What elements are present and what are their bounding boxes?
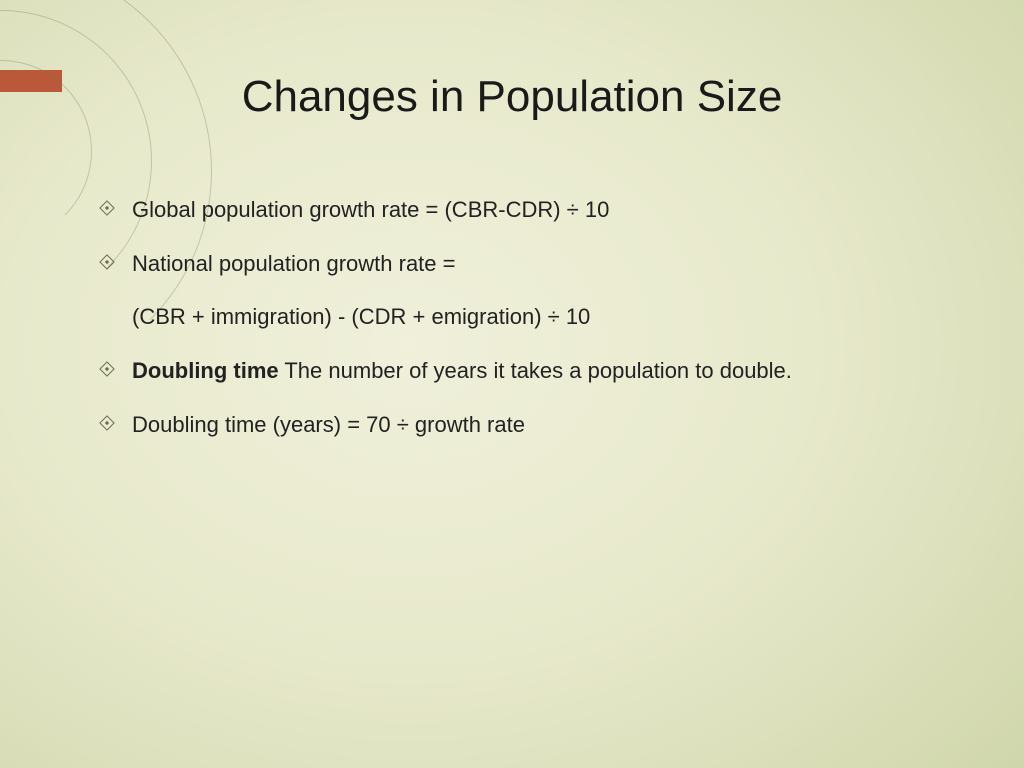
bullet-continuation: (CBR + immigration) - (CDR + emigration)… bbox=[132, 302, 964, 332]
bullet-item: Doubling time (years) = 70 ÷ growth rate bbox=[100, 410, 964, 440]
diamond-bullet-icon bbox=[100, 255, 114, 269]
bullet-item: National population growth rate = bbox=[100, 249, 964, 279]
bullet-item: Doubling time The number of years it tak… bbox=[100, 356, 964, 386]
bullet-text: Global population growth rate = (CBR-CDR… bbox=[132, 195, 964, 225]
bullet-text: National population growth rate = bbox=[132, 249, 964, 279]
bullet-rest: The number of years it takes a populatio… bbox=[279, 358, 792, 383]
bullet-item: Global population growth rate = (CBR-CDR… bbox=[100, 195, 964, 225]
bold-term: Doubling time bbox=[132, 358, 279, 383]
diamond-bullet-icon bbox=[100, 416, 114, 430]
diamond-bullet-icon bbox=[100, 362, 114, 376]
diamond-bullet-icon bbox=[100, 201, 114, 215]
slide-title: Changes in Population Size bbox=[0, 72, 1024, 122]
bullet-text: Doubling time The number of years it tak… bbox=[132, 356, 964, 386]
slide: Changes in Population Size Global popula… bbox=[0, 0, 1024, 768]
bullet-text: Doubling time (years) = 70 ÷ growth rate bbox=[132, 410, 964, 440]
slide-body: Global population growth rate = (CBR-CDR… bbox=[100, 195, 964, 463]
